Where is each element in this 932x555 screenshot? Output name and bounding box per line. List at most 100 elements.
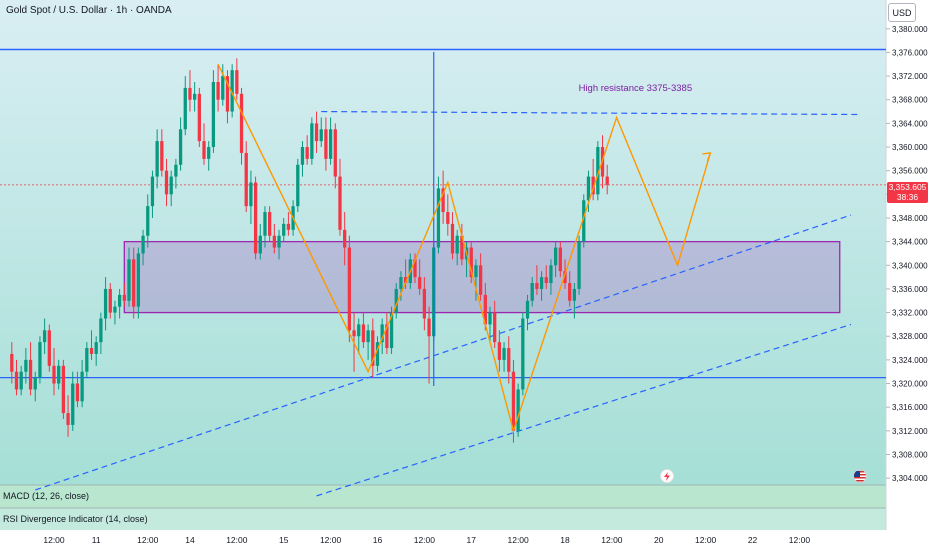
candle-body (85, 348, 89, 372)
candle (272, 223, 276, 254)
candle-body (586, 176, 591, 201)
candle-body (455, 235, 459, 254)
candle (277, 229, 281, 260)
candle-body (328, 129, 333, 159)
candle (80, 359, 84, 408)
candle (596, 141, 600, 201)
symbol-title[interactable]: Gold Spot / U.S. Dollar · 1h · OANDA (6, 5, 172, 16)
candle (568, 271, 572, 307)
macd-indicator-label[interactable]: MACD (12, 26, close) (3, 491, 90, 501)
candle (122, 283, 126, 307)
candle-body (436, 188, 441, 248)
candle (75, 371, 80, 408)
y-tick-label: 3,340.000 (892, 261, 928, 270)
candle (422, 277, 427, 331)
candle (47, 324, 51, 372)
candle (525, 294, 530, 331)
candle (286, 212, 291, 236)
x-tick-label: 17 (467, 535, 477, 545)
y-tick-label: 3,376.000 (892, 48, 928, 57)
candle (117, 288, 122, 319)
candle (38, 336, 42, 384)
candle (413, 253, 417, 284)
candle (244, 141, 248, 213)
y-tick-label: 3,316.000 (892, 403, 928, 412)
candle-body (403, 277, 408, 284)
candle-body (427, 318, 431, 337)
candle-body (380, 324, 384, 343)
candle-body (136, 253, 141, 307)
candle (178, 117, 183, 171)
y-tick-label: 3,328.000 (892, 332, 928, 341)
rsi-indicator-label[interactable]: RSI Divergence Indicator (14, close) (3, 514, 148, 524)
candle (160, 129, 164, 177)
x-tick-label: 12:00 (226, 535, 248, 545)
candle (127, 247, 131, 307)
candle-body (577, 241, 581, 289)
y-tick-label: 3,348.000 (892, 214, 928, 223)
candle (183, 76, 187, 136)
candle (305, 135, 309, 165)
x-tick-label: 11 (92, 535, 101, 545)
candle-body (572, 288, 577, 301)
candle (239, 87, 244, 165)
candle (28, 342, 33, 396)
candle (211, 70, 216, 153)
candle-body (530, 283, 534, 301)
flash-icon[interactable] (660, 469, 674, 483)
candle-body (178, 129, 183, 165)
candle (418, 259, 422, 295)
candle (150, 170, 155, 218)
candle-body (33, 377, 37, 390)
candle-body (558, 247, 562, 272)
x-tick-label: 16 (373, 535, 383, 545)
candle-body (66, 413, 70, 425)
candle-body (507, 348, 511, 372)
candle (225, 70, 230, 124)
candle-body (535, 283, 539, 289)
candle-body (300, 147, 305, 165)
last-price-value: 3,353.605 (888, 182, 927, 192)
candle (357, 318, 361, 354)
candle-body (10, 353, 14, 372)
candle-body (221, 76, 225, 100)
us-flag-icon[interactable] (853, 469, 867, 483)
candle-body (193, 93, 197, 100)
candle-body (525, 300, 530, 319)
projection-path[interactable] (217, 63, 712, 434)
y-tick-label: 3,324.000 (892, 356, 928, 365)
candle (193, 81, 197, 112)
candle (493, 300, 497, 349)
candle-body (225, 76, 230, 112)
candle (113, 300, 117, 325)
candle-body (160, 141, 164, 171)
x-tick-label: 12:00 (414, 535, 436, 545)
candle (42, 318, 47, 354)
candle-body (71, 383, 75, 425)
y-tick-label: 3,364.000 (892, 119, 928, 128)
candle-body (277, 235, 281, 248)
annotation-text[interactable]: High resistance 3375-3385 (579, 83, 693, 94)
candle (343, 212, 347, 266)
candle (371, 318, 375, 378)
candle (535, 265, 539, 295)
candle (169, 170, 173, 207)
candle-body (450, 223, 455, 254)
candle-body (42, 330, 47, 343)
candle (207, 141, 211, 171)
candle-body (422, 288, 427, 319)
currency-button[interactable]: USD (888, 3, 916, 22)
y-tick-label: 3,336.000 (892, 285, 928, 294)
dashed-trendline-1[interactable] (35, 214, 852, 491)
candle-body (150, 176, 155, 207)
candle-body (357, 324, 361, 337)
dashed-trendline-2[interactable] (316, 323, 852, 497)
candle (478, 253, 483, 301)
candle (164, 158, 169, 207)
candle (427, 306, 431, 384)
candle (310, 117, 314, 165)
candle (282, 217, 286, 242)
candle-body (249, 182, 253, 207)
